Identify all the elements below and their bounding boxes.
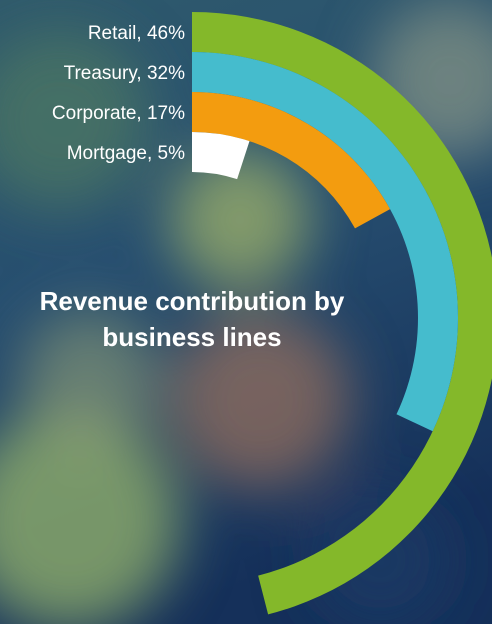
labels: Retail, 46% Treasury, 32% Corporate, 17% Mo… (52, 23, 185, 164)
chart-title: Revenue contribution by business lines (39, 286, 345, 352)
radial-bar (192, 132, 250, 180)
bar-label: Retail, 46% (88, 23, 185, 44)
radial-bar (192, 52, 458, 432)
bar-label: Treasury, 32% (64, 63, 186, 84)
bar-label: Mortgage, 5% (67, 143, 185, 164)
radial-bar (192, 92, 391, 229)
bar-label: Corporate, 17% (52, 103, 185, 124)
radial-bar (192, 12, 492, 615)
bars (192, 12, 492, 615)
